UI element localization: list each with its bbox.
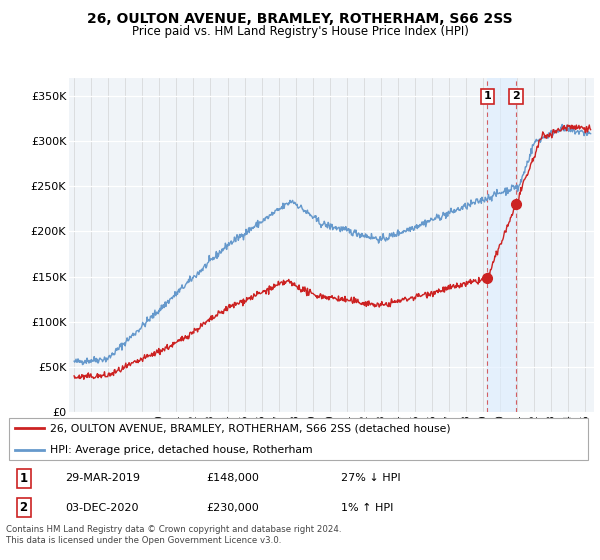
- Text: 1% ↑ HPI: 1% ↑ HPI: [341, 503, 394, 513]
- Text: 2: 2: [512, 91, 520, 101]
- Text: 29-MAR-2019: 29-MAR-2019: [65, 473, 140, 483]
- Text: 26, OULTON AVENUE, BRAMLEY, ROTHERHAM, S66 2SS (detached house): 26, OULTON AVENUE, BRAMLEY, ROTHERHAM, S…: [50, 423, 451, 433]
- Text: Price paid vs. HM Land Registry's House Price Index (HPI): Price paid vs. HM Land Registry's House …: [131, 25, 469, 38]
- Text: 1: 1: [484, 91, 491, 101]
- Text: Contains HM Land Registry data © Crown copyright and database right 2024.
This d: Contains HM Land Registry data © Crown c…: [6, 525, 341, 545]
- Text: 1: 1: [20, 472, 28, 485]
- Text: 2: 2: [20, 501, 28, 514]
- FancyBboxPatch shape: [9, 418, 588, 460]
- Text: £230,000: £230,000: [206, 503, 259, 513]
- Text: 26, OULTON AVENUE, BRAMLEY, ROTHERHAM, S66 2SS: 26, OULTON AVENUE, BRAMLEY, ROTHERHAM, S…: [87, 12, 513, 26]
- Text: £148,000: £148,000: [206, 473, 259, 483]
- Text: 27% ↓ HPI: 27% ↓ HPI: [341, 473, 401, 483]
- Text: 03-DEC-2020: 03-DEC-2020: [65, 503, 139, 513]
- Bar: [487, 78, 516, 412]
- Text: HPI: Average price, detached house, Rotherham: HPI: Average price, detached house, Roth…: [50, 445, 313, 455]
